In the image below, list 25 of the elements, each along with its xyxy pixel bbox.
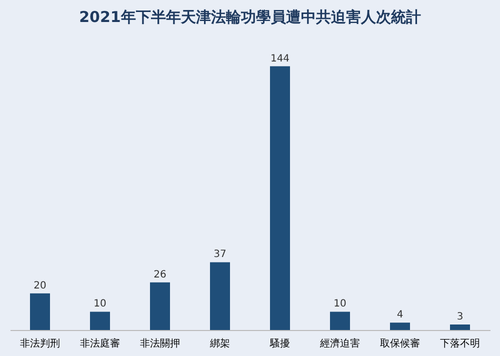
data-label: 144	[270, 53, 290, 64]
data-label: 26	[154, 269, 166, 280]
x-tick-label: 下落不明	[440, 338, 480, 350]
x-tick-label: 非法判刑	[20, 338, 60, 350]
data-label: 10	[94, 298, 106, 310]
x-tick-label: 取保候審	[380, 338, 420, 350]
x-tick-label: 非法關押	[140, 338, 180, 350]
data-label: 20	[34, 280, 46, 292]
data-label: 37	[214, 249, 226, 260]
bar	[90, 312, 110, 330]
x-tick-label: 綁架	[209, 338, 230, 350]
bar	[390, 322, 410, 330]
chart-title: 2021年下半年天津法輪功學員遭中共迫害人次統計	[79, 8, 421, 26]
data-label: 3	[456, 312, 464, 323]
bar	[270, 66, 290, 330]
x-tick-label: 經濟迫害	[319, 338, 360, 350]
bar	[210, 262, 230, 330]
x-tick-label: 騷擾	[269, 338, 290, 350]
bar	[30, 293, 50, 330]
bar	[450, 324, 470, 330]
bar	[150, 282, 170, 330]
data-label: 4	[396, 310, 404, 321]
x-tick-label: 非法庭審	[80, 338, 120, 350]
data-label: 10	[334, 298, 346, 310]
bar	[330, 312, 350, 330]
